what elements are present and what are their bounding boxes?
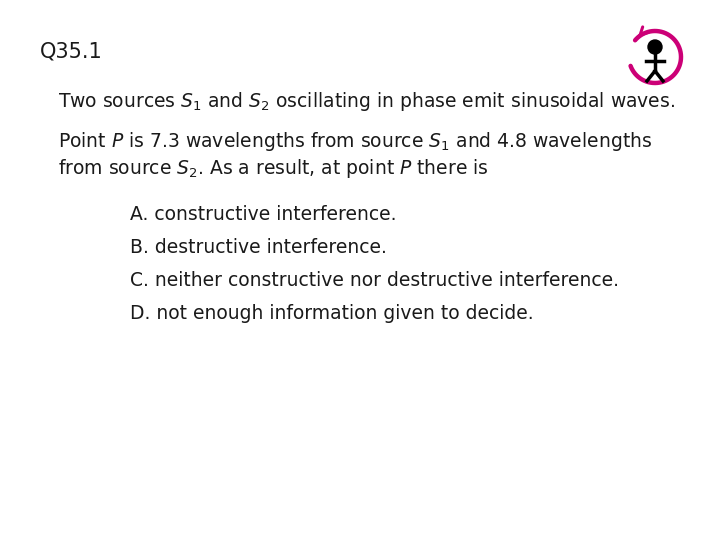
Text: Point $P$ is 7.3 wavelengths from source $S_1$ and 4.8 wavelengths: Point $P$ is 7.3 wavelengths from source… [58, 130, 652, 153]
Text: A. constructive interference.: A. constructive interference. [130, 205, 397, 224]
Text: Q35.1: Q35.1 [40, 42, 103, 62]
Text: from source $S_2$. As a result, at point $P$ there is: from source $S_2$. As a result, at point… [58, 157, 489, 180]
Text: B. destructive interference.: B. destructive interference. [130, 238, 387, 257]
Circle shape [648, 40, 662, 54]
Text: D. not enough information given to decide.: D. not enough information given to decid… [130, 304, 534, 323]
Text: Two sources $S_1$ and $S_2$ oscillating in phase emit sinusoidal waves.: Two sources $S_1$ and $S_2$ oscillating … [58, 90, 675, 113]
Text: C. neither constructive nor destructive interference.: C. neither constructive nor destructive … [130, 271, 619, 290]
